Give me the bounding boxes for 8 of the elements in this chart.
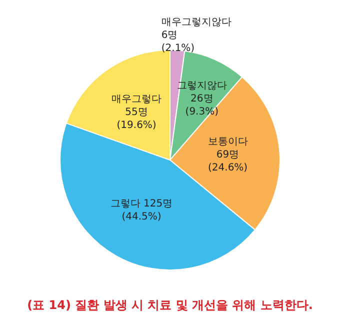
- slice-label: 그렇다 125명 (44.5%): [110, 198, 173, 222]
- slice-label: 매우그렇지않다: [161, 16, 232, 28]
- data-label: 55명 (19.6%): [116, 107, 156, 132]
- data-label: 69명 (24.6%): [208, 150, 248, 174]
- slice-label: 보통이다: [208, 136, 248, 148]
- slice-label: 매우그렇다: [112, 94, 162, 106]
- text: (표 14) 질환 발생 시 치료 및 개선을 위해 노력한다.: [27, 298, 313, 312]
- data-label: 6명 (2.1%): [161, 30, 195, 54]
